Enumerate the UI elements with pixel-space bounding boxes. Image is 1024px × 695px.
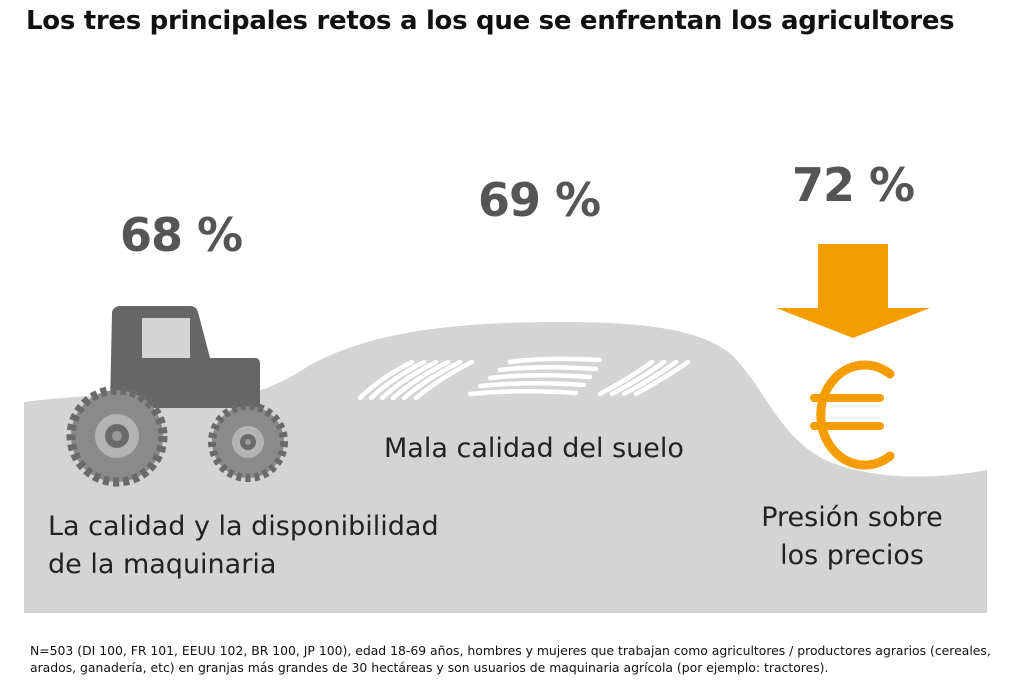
label-machinery: La calidad y la disponibilidad de la maq… (48, 508, 439, 584)
percent-soil: 69 % (478, 173, 601, 227)
hill-background (24, 322, 987, 613)
percent-prices: 72 % (792, 158, 915, 212)
page-title: Los tres principales retos a los que se … (26, 6, 955, 36)
label-prices: Presión sobre los precios (752, 499, 952, 575)
label-soil: Mala calidad del suelo (384, 433, 684, 464)
euro-icon (810, 360, 895, 470)
label-prices-line2: los precios (780, 540, 924, 571)
percent-machinery: 68 % (120, 208, 243, 262)
label-prices-line1: Presión sobre (761, 502, 943, 533)
label-machinery-line2: de la maquinaria (48, 549, 277, 580)
plowed-field-icon (357, 356, 691, 401)
footnote: N=503 (DI 100, FR 101, EEUU 102, BR 100,… (30, 643, 991, 675)
tractor-icon (66, 306, 288, 487)
euro-down-arrow-icon (776, 244, 930, 470)
label-machinery-line1: La calidad y la disponibilidad (48, 511, 439, 542)
down-arrow-icon (776, 244, 930, 338)
